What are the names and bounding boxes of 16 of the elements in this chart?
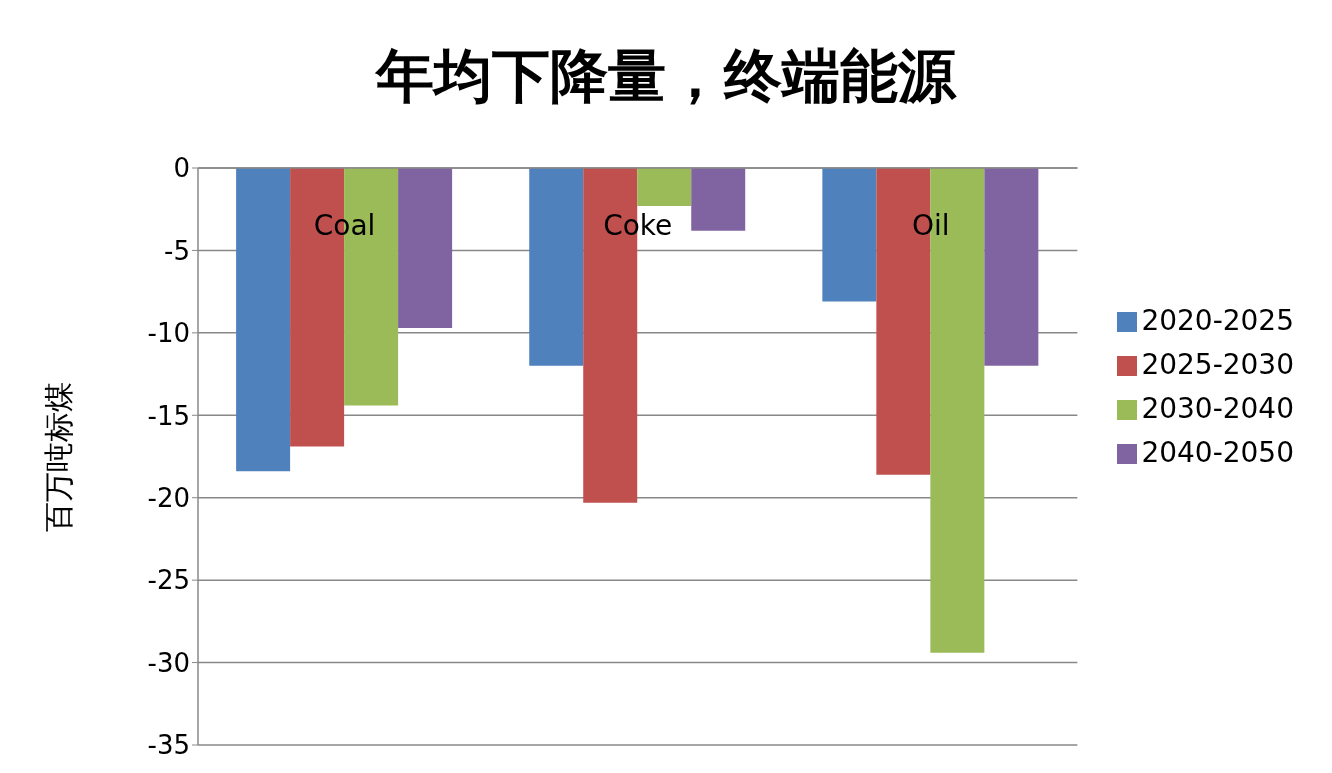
y-tick-label: -20	[147, 482, 190, 513]
y-tick-label: 0	[173, 153, 190, 184]
x-tick-label: Coal	[313, 209, 376, 242]
y-tick-label: -10	[147, 318, 190, 349]
x-tick-label: Oil	[912, 209, 950, 242]
y-tick-label: -30	[147, 647, 190, 678]
y-tick-label: -15	[147, 400, 190, 431]
chart-title: 年均下降量，终端能源	[374, 41, 958, 112]
y-tick-label: -5	[164, 235, 190, 266]
y-axis-title: 百万吨标煤	[40, 381, 76, 532]
legend-label: 2030-2040	[1141, 391, 1294, 425]
legend-label: 2025-2030	[1141, 347, 1294, 381]
y-tick-label: -25	[147, 565, 190, 596]
legend-label: 2020-2025	[1141, 303, 1294, 337]
y-tick-label: -35	[147, 730, 190, 761]
legend-label: 2040-2050	[1141, 435, 1294, 469]
